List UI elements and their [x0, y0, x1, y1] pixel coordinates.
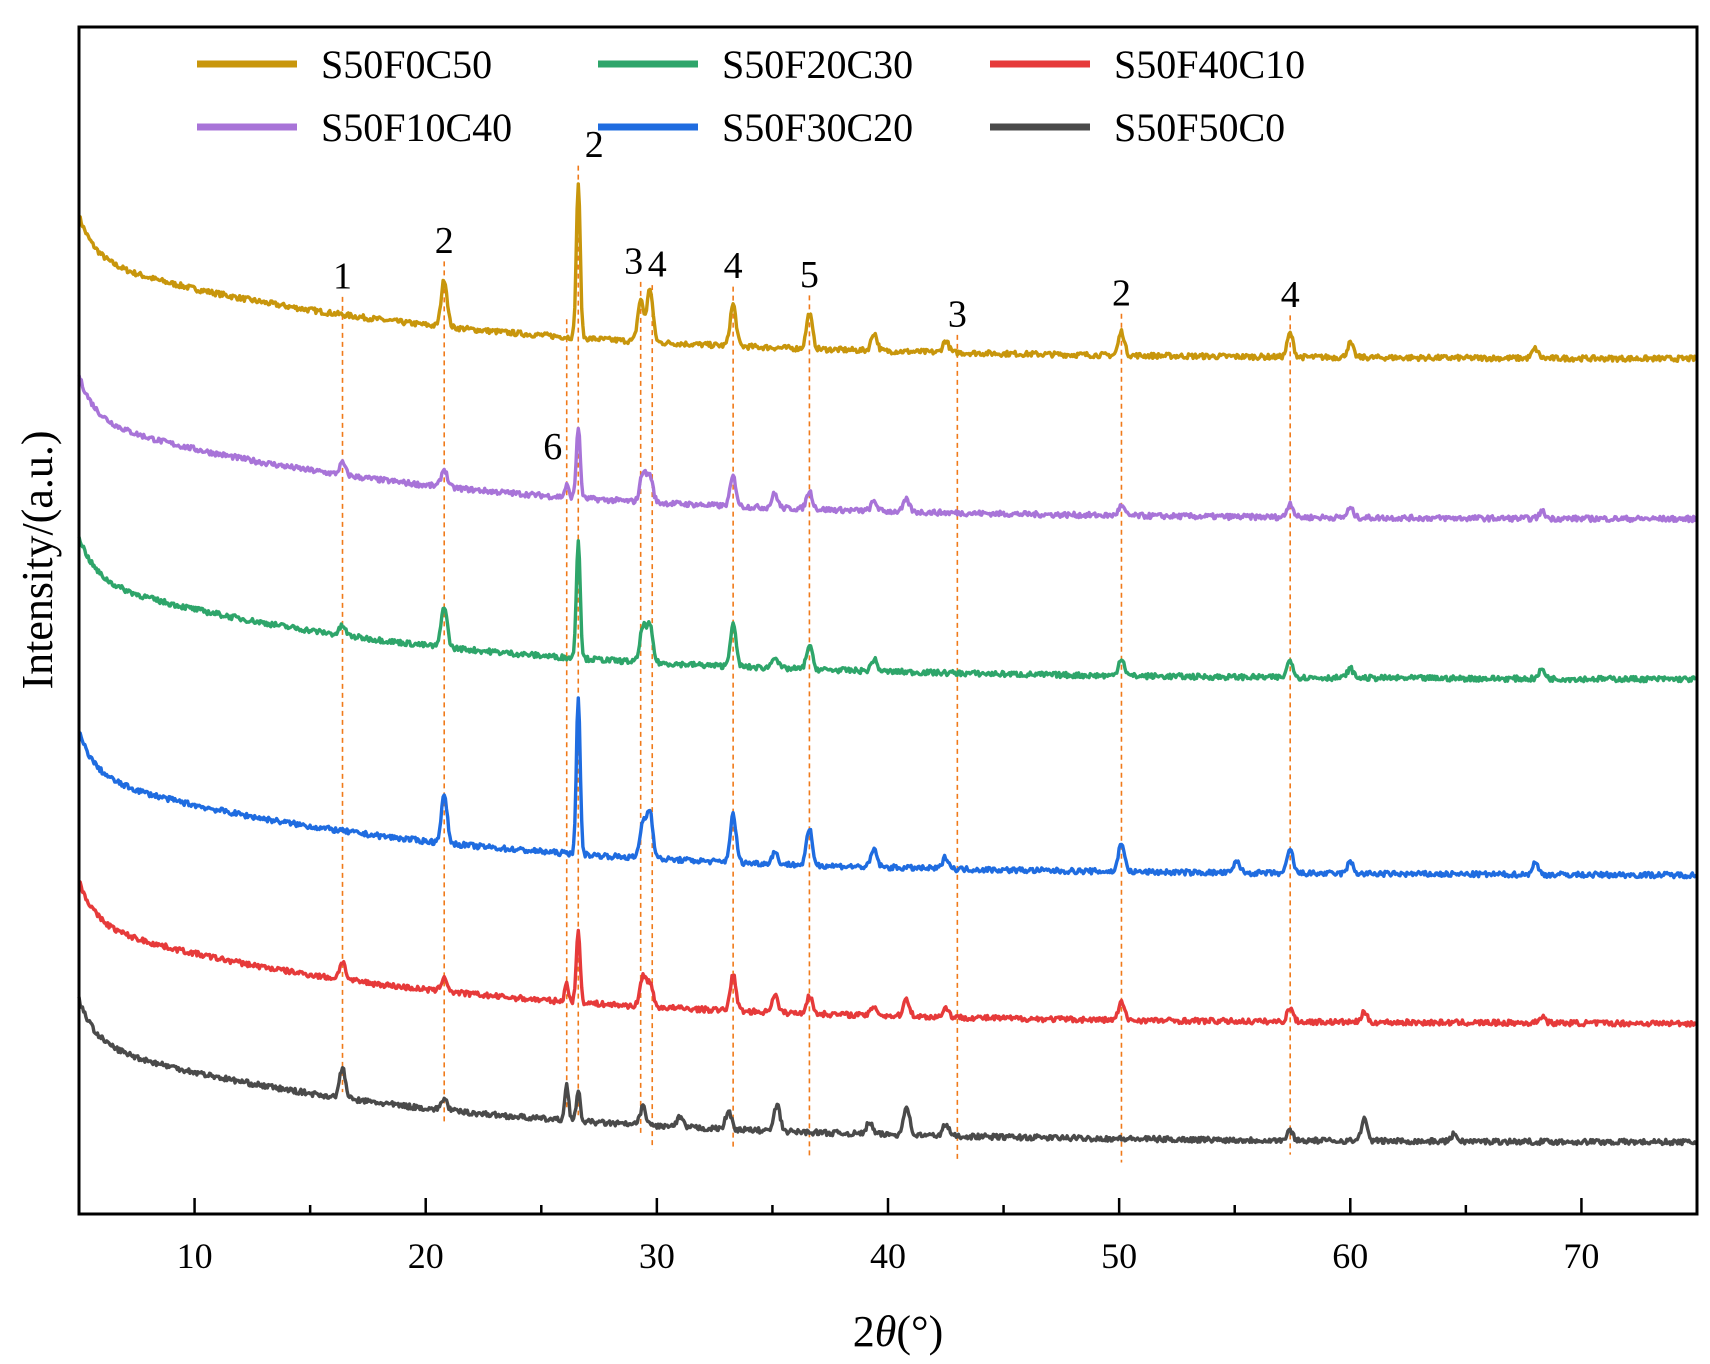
peak-label: 3	[624, 240, 643, 282]
legend-label: S50F20C30	[722, 42, 913, 87]
x-tick-label: 70	[1563, 1236, 1599, 1276]
series-line-S50F50C0	[77, 996, 1699, 1147]
x-tick-label: 10	[177, 1236, 213, 1276]
legend-label: S50F30C20	[722, 105, 913, 150]
x-tick-label: 50	[1101, 1236, 1137, 1276]
x-tick-label: 40	[870, 1236, 906, 1276]
y-axis-title: Intensity/(a.u.)	[13, 430, 62, 689]
peak-label: 4	[1281, 274, 1300, 316]
peak-label: 6	[543, 426, 562, 468]
x-axis-title-suffix: (°)	[896, 1307, 943, 1356]
legend: S50F0C50 S50F20C30 S50F40C10 S50F10C40 S50F3…	[197, 42, 1305, 150]
peak-label: 4	[648, 244, 667, 286]
x-axis-title: 2θ(°)	[853, 1307, 944, 1356]
peak-label: 2	[1112, 272, 1131, 314]
peak-label: 5	[800, 254, 819, 296]
x-axis-ticks: 10 20 30 40 50 60 70	[77, 1198, 1699, 1276]
x-axis-title-theta: θ	[875, 1307, 897, 1356]
peak-label: 4	[724, 245, 743, 287]
series-line-S50F10C40	[77, 374, 1699, 524]
peak-label: 3	[948, 293, 967, 335]
series-line-S50F30C20	[77, 696, 1698, 880]
x-tick-label: 20	[408, 1236, 444, 1276]
legend-label: S50F0C50	[321, 42, 492, 87]
series-layer	[77, 182, 1699, 1147]
series-line-S50F0C50	[77, 182, 1698, 363]
series-line-S50F20C30	[77, 536, 1698, 684]
legend-label: S50F40C10	[1114, 42, 1305, 87]
x-tick-label: 30	[639, 1236, 675, 1276]
legend-label: S50F10C40	[321, 105, 512, 150]
x-tick-label: 60	[1332, 1236, 1368, 1276]
series-line-S50F40C10	[78, 879, 1699, 1028]
peak-label: 1	[333, 255, 352, 297]
peak-label: 2	[435, 220, 454, 262]
legend-label: S50F50C0	[1114, 105, 1285, 150]
peak-label: 2	[585, 124, 604, 166]
x-axis-title-prefix: 2	[853, 1307, 875, 1356]
